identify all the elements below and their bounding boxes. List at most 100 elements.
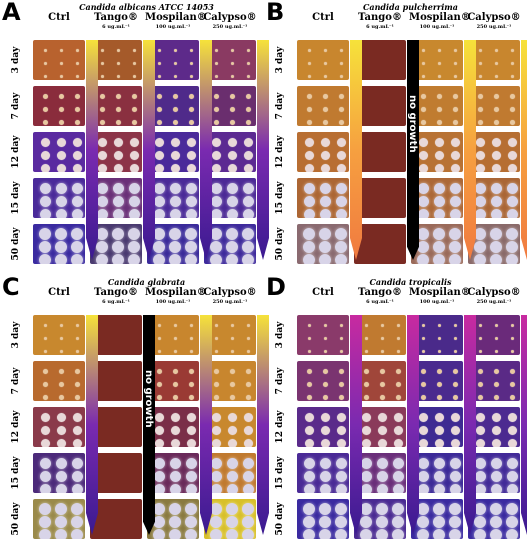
- colony: [157, 74, 161, 78]
- panel-letter: B: [266, 0, 285, 26]
- colony: [452, 93, 458, 99]
- colony: [338, 381, 344, 387]
- colony: [478, 74, 482, 78]
- agar-plate: [147, 132, 199, 172]
- colony: [97, 137, 107, 147]
- colony: [116, 48, 120, 52]
- colony: [71, 483, 83, 493]
- column-concentration: 6 ug.mL⁻¹: [366, 299, 394, 305]
- agar-plate: [90, 361, 142, 401]
- colony: [494, 336, 498, 340]
- colony: [56, 425, 66, 435]
- colony: [319, 457, 331, 469]
- colony: [71, 208, 83, 218]
- colony: [474, 503, 486, 515]
- colony: [474, 195, 486, 207]
- colony: [436, 368, 442, 374]
- row-label: 12 day: [266, 132, 294, 172]
- colony: [188, 93, 194, 99]
- colony: [506, 182, 518, 194]
- colony: [74, 119, 80, 125]
- colony: [306, 368, 312, 374]
- colony: [452, 381, 458, 387]
- colony: [436, 119, 442, 125]
- colony: [507, 163, 517, 172]
- colony: [112, 182, 124, 194]
- color-gradient-arrow: [143, 40, 155, 260]
- color-gradient-arrow: [350, 40, 362, 260]
- colony: [361, 412, 371, 422]
- colony: [339, 74, 343, 78]
- colony: [306, 394, 312, 400]
- colony: [42, 394, 48, 400]
- colony: [226, 208, 238, 218]
- colony: [377, 438, 387, 447]
- colony: [376, 516, 388, 528]
- colony: [128, 195, 140, 207]
- colony: [364, 349, 368, 353]
- colony: [173, 48, 177, 52]
- colony: [452, 368, 458, 374]
- colony: [393, 425, 403, 435]
- colony: [226, 503, 238, 515]
- colony: [112, 228, 124, 240]
- colony: [418, 412, 428, 422]
- agar-plate: [33, 315, 85, 355]
- colony: [129, 137, 139, 147]
- colony: [245, 119, 251, 125]
- colony: [169, 254, 181, 264]
- agar-plate: [354, 361, 406, 401]
- colony: [170, 150, 180, 160]
- colony: [490, 208, 502, 218]
- colony: [242, 228, 254, 240]
- colony: [173, 349, 177, 353]
- colony: [213, 93, 219, 99]
- colony: [58, 368, 64, 374]
- colony: [491, 425, 501, 435]
- agar-plate: [147, 224, 199, 264]
- colony: [74, 381, 80, 387]
- colony: [242, 483, 254, 493]
- colony: [55, 529, 67, 539]
- colony: [376, 457, 388, 469]
- color-gradient-arrow: [464, 40, 476, 260]
- colony: [490, 182, 502, 194]
- agar-plate: [147, 40, 199, 80]
- row-label-text: 7 day: [11, 367, 21, 395]
- agar-plate: [297, 132, 349, 172]
- agar-plate: [90, 407, 142, 447]
- colony: [189, 74, 193, 78]
- colony: [226, 241, 238, 253]
- colony: [395, 381, 401, 387]
- colony: [507, 137, 517, 147]
- colony: [210, 470, 222, 482]
- colony: [421, 48, 425, 52]
- colony: [230, 74, 234, 78]
- colony: [189, 323, 193, 327]
- colony: [434, 163, 444, 172]
- colony: [71, 241, 83, 253]
- colony: [128, 228, 140, 240]
- colony: [490, 241, 502, 253]
- colony: [39, 529, 51, 539]
- colony: [338, 394, 344, 400]
- colony: [229, 93, 235, 99]
- colony: [335, 483, 347, 493]
- colony: [307, 323, 311, 327]
- colony: [449, 254, 461, 264]
- colony: [475, 137, 485, 147]
- colony: [153, 483, 165, 493]
- agar-plate: [468, 178, 520, 218]
- colony: [170, 137, 180, 147]
- colony: [43, 336, 47, 340]
- colony: [56, 438, 66, 447]
- colony: [242, 516, 254, 528]
- row-label-text: 15 day: [275, 456, 285, 490]
- colony: [421, 336, 425, 340]
- colony: [242, 529, 254, 539]
- colony: [243, 137, 253, 147]
- colony: [433, 182, 445, 194]
- agar-plate: [468, 361, 520, 401]
- colony: [510, 336, 514, 340]
- colony: [434, 412, 444, 422]
